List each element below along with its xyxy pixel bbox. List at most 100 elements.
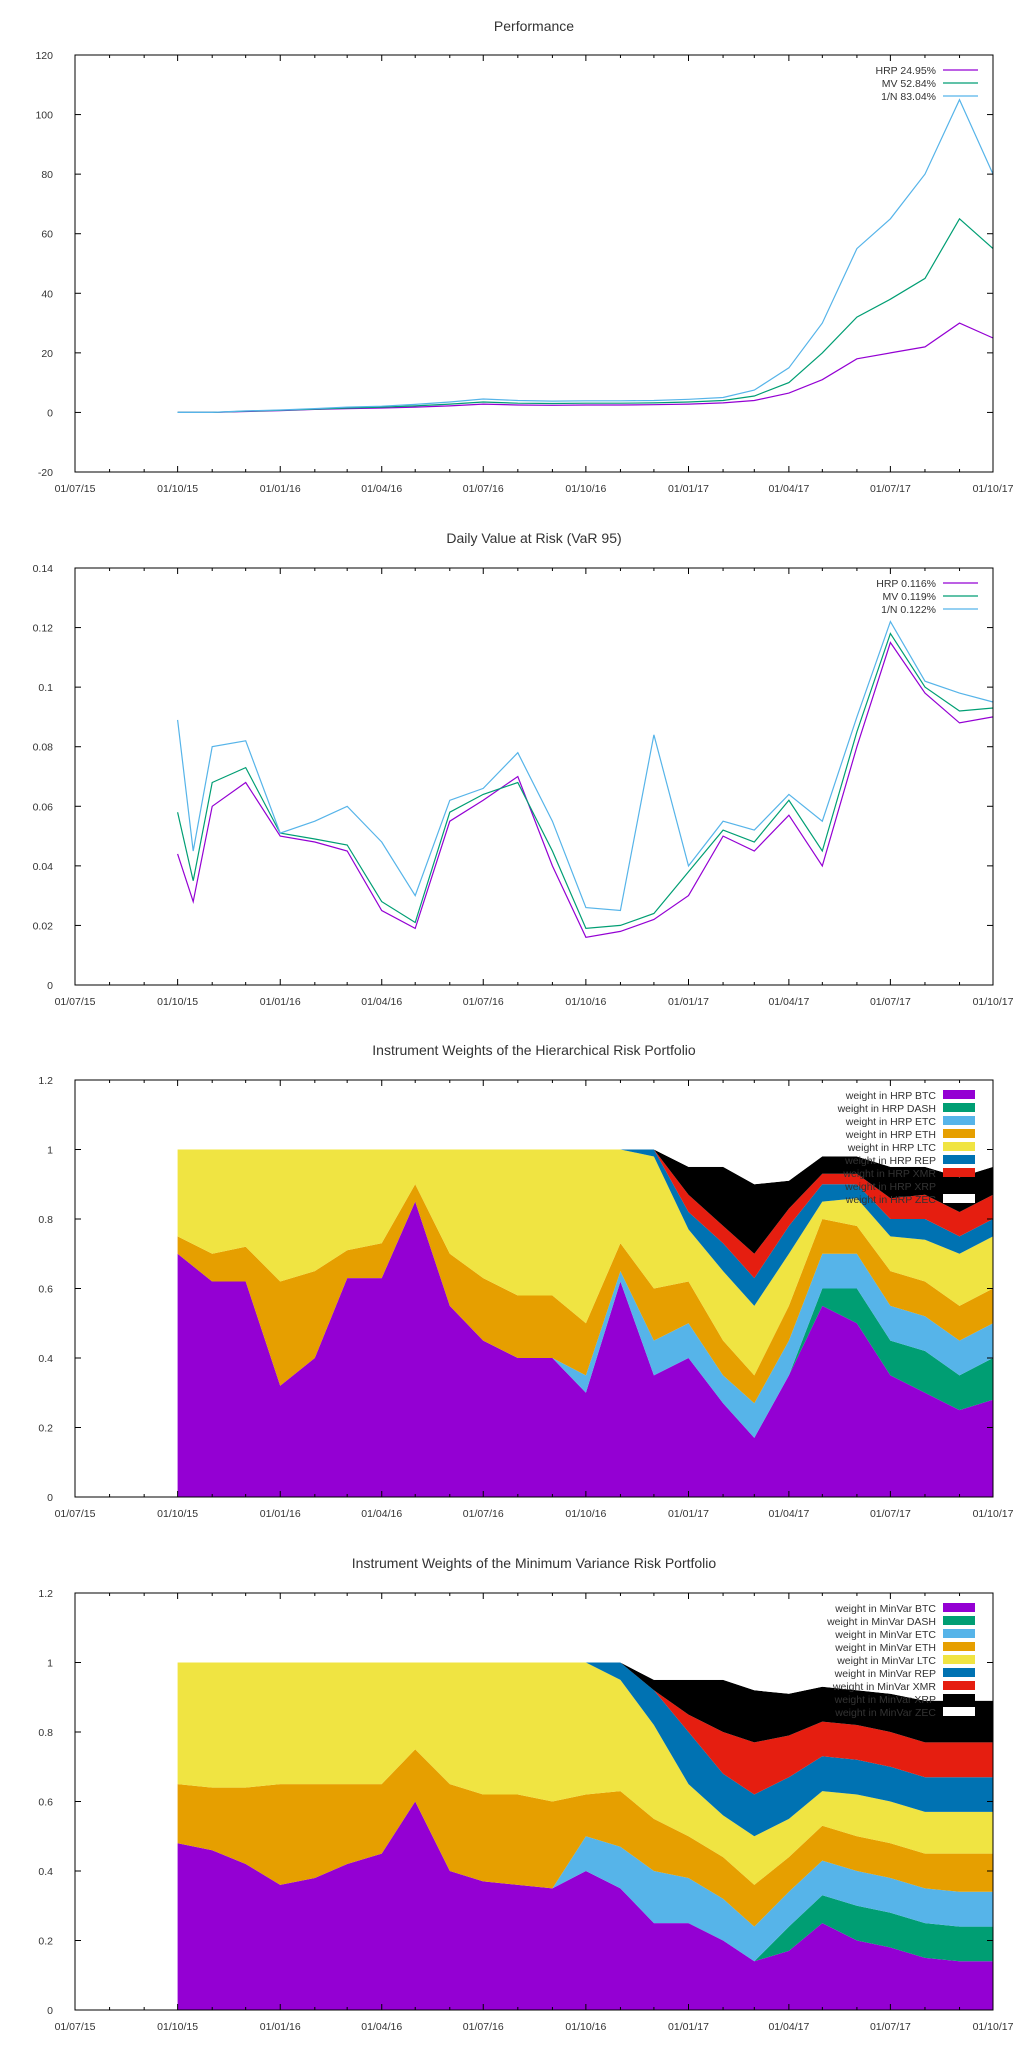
x-tick-label: 01/10/16 — [565, 1508, 606, 1520]
area-btc — [177, 1201, 994, 1497]
legend-swatch — [943, 1142, 975, 1151]
area-dash — [177, 1801, 994, 1962]
y-tick-label: 1 — [47, 1145, 53, 1157]
x-tick-label: 01/10/15 — [157, 2021, 198, 2033]
x-tick-label: 01/10/15 — [157, 483, 198, 495]
area-xmr — [177, 1662, 994, 1795]
y-tick-label: 1.2 — [38, 1075, 53, 1087]
plot-frame — [74, 567, 994, 986]
area-etc — [177, 1801, 994, 1962]
legend-swatch — [943, 1642, 975, 1651]
x-tick-label: 01/10/16 — [565, 996, 606, 1008]
x-tick-label: 01/07/16 — [463, 996, 504, 1008]
x-tick-label: 01/07/17 — [870, 1508, 911, 1520]
y-tick-label: 0.14 — [33, 563, 54, 575]
y-tick-label: 0 — [47, 2005, 53, 2017]
y-tick-label: 0.2 — [38, 1936, 53, 1948]
y-tick-label: 0 — [47, 1492, 53, 1504]
y-tick-label: 0.6 — [38, 1284, 53, 1296]
legend-label: weight in HRP ETC — [845, 1116, 937, 1128]
legend: HRP 24.95%MV 52.84%1/N 83.04% — [875, 65, 978, 103]
area-eth — [177, 1184, 994, 1404]
legend-label: weight in HRP BTC — [845, 1090, 937, 1102]
legend-swatch — [943, 1668, 975, 1677]
x-tick-label: 01/04/17 — [768, 483, 809, 495]
y-tick-label: 120 — [35, 50, 53, 62]
y-tick-label: 0.06 — [33, 801, 54, 813]
x-tick-label: 01/10/17 — [973, 1508, 1014, 1520]
legend-label: weight in HRP DASH — [837, 1103, 936, 1115]
y-tick-label: 0.8 — [38, 1214, 53, 1226]
y-tick-label: 0.04 — [33, 861, 54, 873]
legend-label: weight in HRP LTC — [847, 1142, 937, 1154]
y-tick-label: 0.2 — [38, 1423, 53, 1435]
area-xrp — [177, 1662, 994, 1743]
y-tick-label: 60 — [41, 229, 53, 241]
plot-frame — [74, 54, 994, 473]
y-tick-label: 0.08 — [33, 742, 54, 754]
x-tick-label: 01/07/16 — [463, 2021, 504, 2033]
y-tick-label: 0.02 — [33, 920, 54, 932]
x-tick-label: 01/01/16 — [260, 1508, 301, 1520]
chart-4: Instrument Weights of the Minimum Varian… — [38, 1555, 1013, 2033]
x-tick-label: 01/01/17 — [668, 1508, 709, 1520]
x-tick-label: 01/01/16 — [260, 483, 301, 495]
legend-label: weight in MinVar ETC — [834, 1629, 936, 1641]
area-ltc — [177, 1662, 994, 1885]
x-tick-label: 01/10/16 — [565, 2021, 606, 2033]
x-tick-label: 01/07/16 — [463, 1508, 504, 1520]
x-tick-label: 01/07/15 — [55, 2021, 96, 2033]
x-tick-label: 01/10/15 — [157, 1508, 198, 1520]
legend-swatch — [943, 1707, 975, 1716]
y-tick-label: 0 — [47, 980, 53, 992]
x-tick-label: 01/04/17 — [768, 2021, 809, 2033]
x-tick-label: 01/01/16 — [260, 996, 301, 1008]
x-tick-label: 01/04/16 — [361, 1508, 402, 1520]
x-tick-label: 01/10/17 — [973, 2021, 1014, 2033]
x-tick-label: 01/01/17 — [668, 2021, 709, 2033]
y-tick-label: -20 — [38, 467, 53, 479]
line-mv — [177, 632, 994, 930]
chart-1: Performance -20 0 20 40 60 80 100 120 01/07/15 01/… — [35, 18, 1013, 495]
x-tick-label: 01/07/16 — [463, 483, 504, 495]
y-tick-label: 0.1 — [38, 682, 53, 694]
chart-title: Performance — [494, 18, 574, 34]
legend-swatch — [943, 1194, 975, 1203]
legend-label: MV 0.119% — [883, 591, 937, 603]
x-tick-label: 01/07/15 — [55, 1508, 96, 1520]
chart-title: Daily Value at Risk (VaR 95) — [446, 530, 621, 546]
chart-title: Instrument Weights of the Minimum Varian… — [352, 1555, 717, 1571]
x-tick-label: 01/01/17 — [668, 483, 709, 495]
area-btc — [177, 1801, 994, 2010]
x-tick-label: 01/04/16 — [361, 2021, 402, 2033]
legend-swatch — [943, 1168, 975, 1177]
legend-label: weight in MinVar BTC — [834, 1603, 936, 1615]
legend-label: weight in MinVar ZEC — [834, 1707, 936, 1719]
x-tick-label: 01/01/17 — [668, 996, 709, 1008]
y-tick-label: 20 — [41, 348, 53, 360]
area-zec — [177, 1662, 994, 1701]
y-tick-label: 80 — [41, 169, 53, 181]
y-tick-label: 0.6 — [38, 1797, 53, 1809]
legend-swatch — [943, 1103, 975, 1112]
legend-label: HRP 24.95% — [875, 65, 936, 77]
legend-swatch — [943, 1629, 975, 1638]
legend-label: MV 52.84% — [882, 78, 936, 90]
chart-title: Instrument Weights of the Hierarchical R… — [372, 1042, 696, 1058]
line-hrp — [177, 322, 994, 413]
x-tick-label: 01/07/15 — [55, 483, 96, 495]
line-mv — [177, 217, 994, 413]
line-1n — [177, 620, 994, 912]
legend-swatch — [943, 1129, 975, 1138]
legend-label: weight in HRP REP — [844, 1155, 936, 1167]
y-tick-label: 0.12 — [33, 623, 54, 635]
legend-swatch — [943, 1616, 975, 1625]
chart-3: Instrument Weights of the Hierarchical R… — [38, 1042, 1013, 1520]
y-tick-label: 1 — [47, 1658, 53, 1670]
y-tick-label: 0.4 — [38, 1353, 53, 1365]
y-tick-label: 1.2 — [38, 1588, 53, 1600]
legend-label: weight in HRP ZEC — [845, 1194, 937, 1206]
legend-label: 1/N 0.122% — [881, 604, 936, 616]
